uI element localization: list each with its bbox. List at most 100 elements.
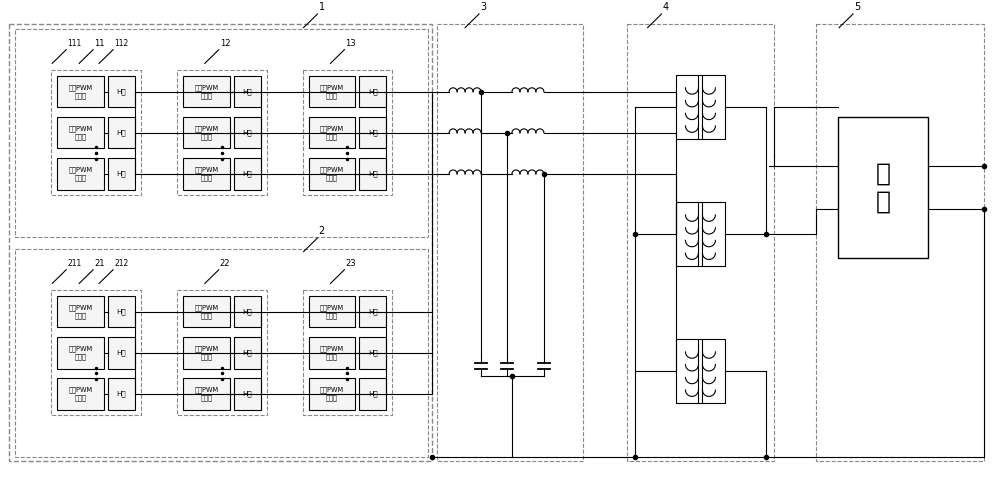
Text: 三相PWM
整流器: 三相PWM 整流器	[194, 167, 218, 181]
Text: 23: 23	[345, 259, 356, 268]
Bar	[183, 158, 230, 190]
Bar	[57, 378, 104, 410]
Text: H桥: H桥	[242, 349, 252, 356]
Text: 三相PWM
整流器: 三相PWM 整流器	[320, 304, 344, 319]
Bar	[234, 337, 261, 369]
Text: H桥: H桥	[242, 88, 252, 95]
Text: 三相PWM
整流器: 三相PWM 整流器	[320, 346, 344, 360]
Bar	[177, 290, 267, 415]
Bar	[676, 339, 725, 403]
Text: 112: 112	[114, 39, 128, 48]
Text: 4: 4	[663, 2, 669, 12]
Bar	[9, 24, 432, 461]
Bar	[108, 296, 135, 327]
Bar	[234, 158, 261, 190]
Text: 211: 211	[67, 259, 81, 268]
Bar	[676, 202, 725, 266]
Bar	[234, 76, 261, 108]
Text: H桥: H桥	[368, 88, 378, 95]
Bar	[183, 76, 230, 108]
Text: H桥: H桥	[368, 171, 378, 177]
Text: 三相PWM
整流器: 三相PWM 整流器	[69, 346, 93, 360]
Text: 三相PWM
整流器: 三相PWM 整流器	[194, 85, 218, 99]
Bar	[309, 296, 355, 327]
Bar	[183, 296, 230, 327]
Text: H桥: H桥	[242, 171, 252, 177]
Bar	[359, 76, 386, 108]
Bar	[108, 117, 135, 149]
Text: 三相PWM
整流器: 三相PWM 整流器	[69, 304, 93, 319]
Bar	[309, 378, 355, 410]
Bar	[183, 117, 230, 149]
Bar	[57, 158, 104, 190]
Bar	[303, 70, 392, 196]
Text: H桥: H桥	[368, 349, 378, 356]
Bar	[359, 296, 386, 327]
Bar	[309, 158, 355, 190]
Bar	[183, 337, 230, 369]
Text: 21: 21	[94, 259, 105, 268]
Bar	[359, 337, 386, 369]
Bar	[359, 117, 386, 149]
Text: H桥: H桥	[117, 130, 126, 136]
Text: 三相PWM
整流器: 三相PWM 整流器	[194, 126, 218, 140]
Text: 13: 13	[345, 39, 356, 48]
Text: H桥: H桥	[368, 391, 378, 397]
Text: H桥: H桥	[117, 391, 126, 397]
Text: 三相PWM
整流器: 三相PWM 整流器	[320, 126, 344, 140]
Bar	[15, 249, 428, 457]
Text: H桥: H桥	[117, 308, 126, 315]
Text: 三相PWM
整流器: 三相PWM 整流器	[69, 85, 93, 99]
Bar	[309, 117, 355, 149]
Text: 111: 111	[67, 39, 81, 48]
Text: H桥: H桥	[368, 130, 378, 136]
Text: 2: 2	[319, 226, 325, 236]
Text: H桥: H桥	[242, 130, 252, 136]
Text: 5: 5	[854, 2, 860, 12]
Bar	[57, 117, 104, 149]
Bar	[108, 76, 135, 108]
Text: H桥: H桥	[117, 171, 126, 177]
Text: 三相PWM
整流器: 三相PWM 整流器	[320, 387, 344, 401]
Text: H桥: H桥	[242, 308, 252, 315]
Text: 1: 1	[319, 2, 325, 12]
Text: 三相PWM
整流器: 三相PWM 整流器	[69, 126, 93, 140]
Bar	[57, 337, 104, 369]
Text: H桥: H桥	[242, 391, 252, 397]
Text: H桥: H桥	[117, 88, 126, 95]
Bar	[183, 378, 230, 410]
Text: 三相PWM
整流器: 三相PWM 整流器	[69, 387, 93, 401]
Text: H桥: H桥	[368, 308, 378, 315]
Bar	[309, 76, 355, 108]
Text: 三相PWM
整流器: 三相PWM 整流器	[194, 346, 218, 360]
Bar	[309, 337, 355, 369]
Bar	[838, 117, 928, 259]
Text: H桥: H桥	[117, 349, 126, 356]
Bar	[359, 378, 386, 410]
Text: 22: 22	[220, 259, 230, 268]
Text: 三相PWM
整流器: 三相PWM 整流器	[320, 167, 344, 181]
Bar	[57, 296, 104, 327]
Bar	[108, 337, 135, 369]
Text: 三相PWM
整流器: 三相PWM 整流器	[194, 387, 218, 401]
Bar	[234, 296, 261, 327]
Text: 负
载: 负 载	[875, 162, 890, 214]
Bar	[15, 29, 428, 237]
Bar	[676, 75, 725, 139]
Text: 三相PWM
整流器: 三相PWM 整流器	[69, 167, 93, 181]
Bar	[359, 158, 386, 190]
Bar	[57, 76, 104, 108]
Bar	[108, 158, 135, 190]
Text: 12: 12	[220, 39, 230, 48]
Bar	[303, 290, 392, 415]
Bar	[437, 24, 583, 461]
Bar	[108, 378, 135, 410]
Bar	[627, 24, 774, 461]
Bar	[234, 117, 261, 149]
Text: 三相PWM
整流器: 三相PWM 整流器	[194, 304, 218, 319]
Bar	[234, 378, 261, 410]
Text: 三相PWM
整流器: 三相PWM 整流器	[320, 85, 344, 99]
Bar	[816, 24, 984, 461]
Bar	[51, 70, 141, 196]
Text: 212: 212	[114, 259, 128, 268]
